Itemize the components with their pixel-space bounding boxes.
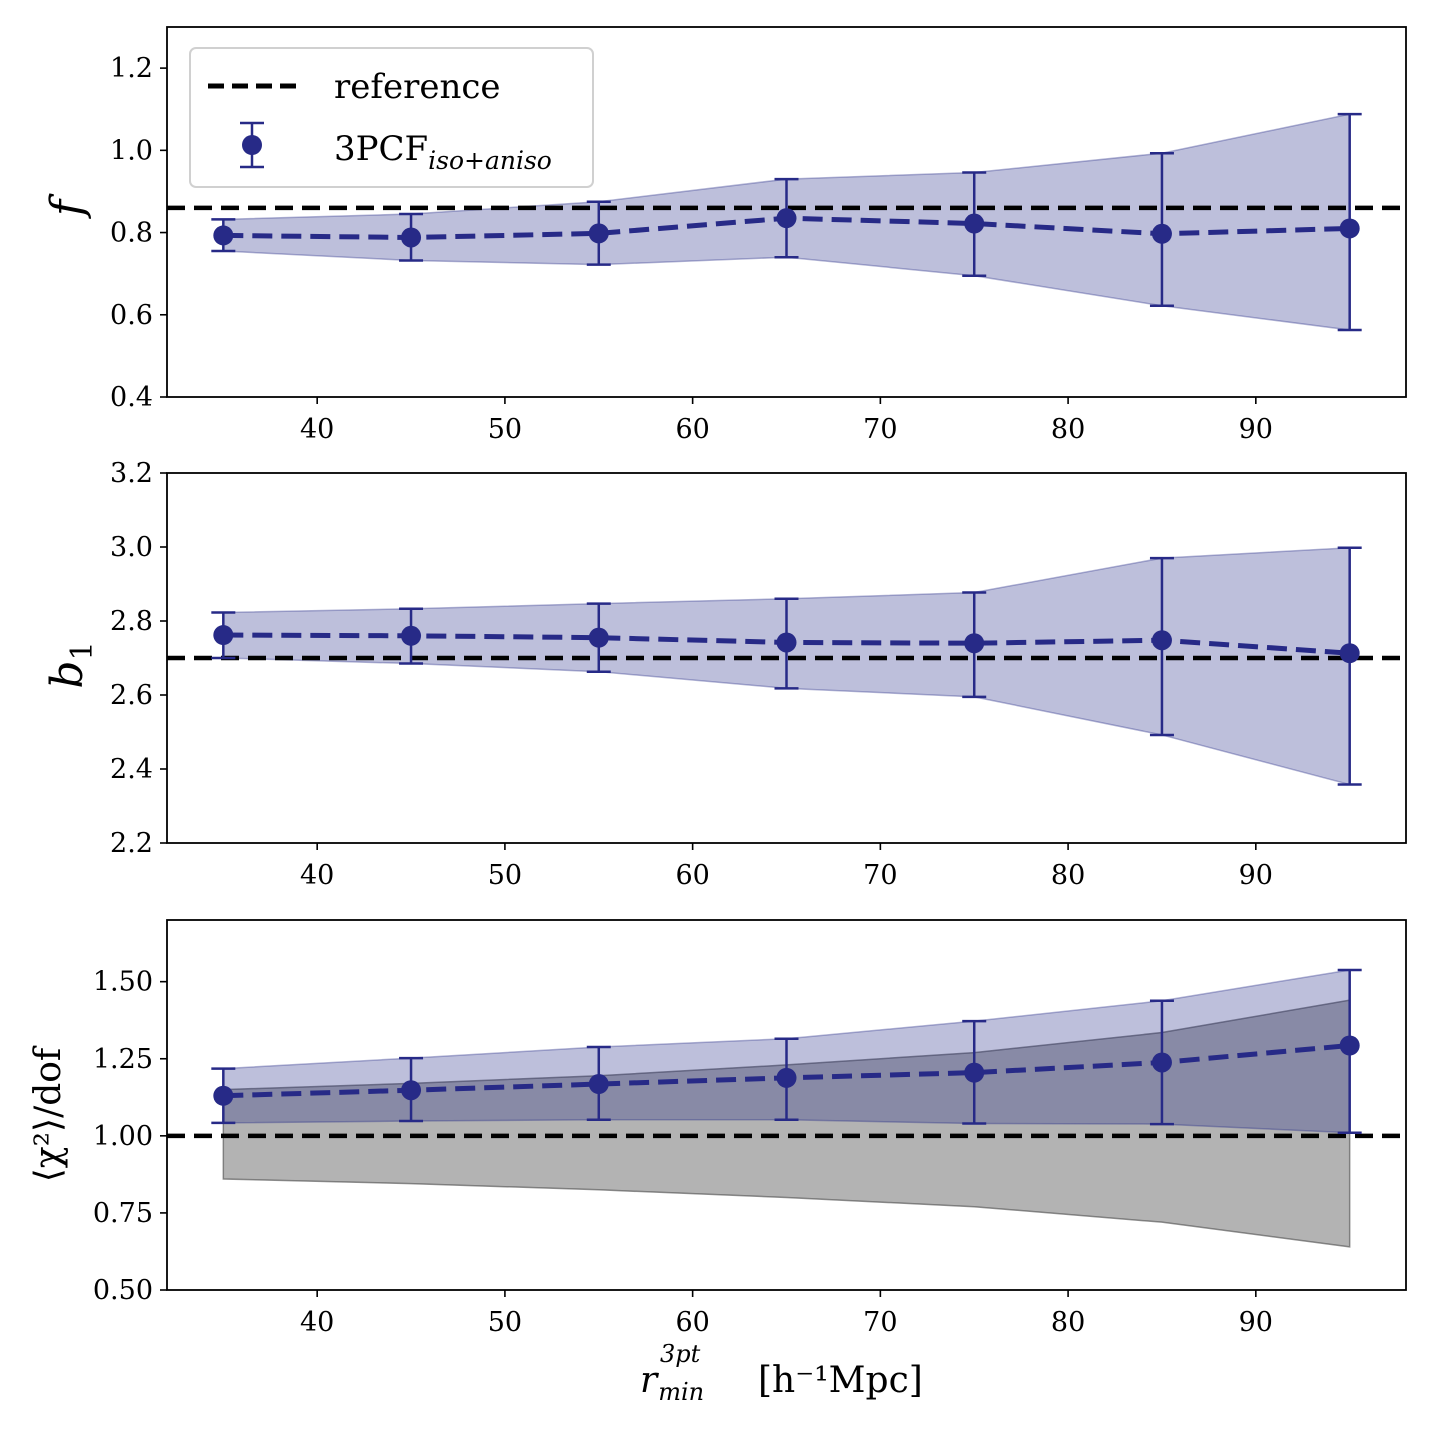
- y-tick-label: 1.0: [110, 135, 153, 166]
- xlabel-sub: min: [658, 1378, 704, 1406]
- data-point: [1151, 1052, 1172, 1073]
- data-point: [213, 1085, 234, 1106]
- axes-frame: [166, 472, 1407, 844]
- legend-series-label: 3PCFiso+aniso: [334, 129, 552, 175]
- x-tick-label: 90: [1239, 860, 1273, 891]
- ylabel-f: f: [42, 193, 93, 219]
- xlabel-main: r: [640, 1360, 659, 1401]
- panel-chi2: 40 50 60 70 80 90 0.50 0.75 1.00 1.25 1.50: [93, 919, 1407, 1338]
- x-tick-label: 70: [863, 1307, 897, 1338]
- x-tick-label: 60: [675, 1307, 709, 1338]
- x-tick-label: 40: [300, 414, 334, 445]
- legend-marker: [242, 135, 262, 155]
- data-point: [401, 227, 422, 248]
- data-point: [1339, 218, 1360, 239]
- y-tick-label: 0.6: [110, 300, 153, 331]
- y-tick-label: 0.75: [93, 1198, 153, 1229]
- x-tick-label: 80: [1051, 1307, 1085, 1338]
- xlabel-sup: 3pt: [660, 1340, 701, 1368]
- y-tick-label: 2.2: [110, 828, 153, 859]
- x-tick-label: 60: [675, 860, 709, 891]
- y-tick-label: 2.4: [110, 754, 153, 785]
- y-tick-label: 3.0: [110, 532, 153, 563]
- legend-series-sub: iso+aniso: [428, 146, 552, 175]
- y-tick-label: 2.6: [110, 680, 153, 711]
- data-point: [1151, 630, 1172, 651]
- data-point: [776, 632, 797, 653]
- x-tick-label: 90: [1239, 1307, 1273, 1338]
- x-tick-label: 50: [488, 860, 522, 891]
- y-tick-label: 0.4: [110, 382, 153, 413]
- axes-frame: [166, 26, 1407, 398]
- ylabel-b1-main: b: [42, 660, 93, 688]
- xlabel: rmin: [640, 1360, 704, 1406]
- panel-f: 40 50 60 70 80 90 0.4 0.6 0.8 1.0 1.2: [110, 26, 1407, 445]
- data-point: [1339, 643, 1360, 664]
- x-tick-label: 50: [488, 1307, 522, 1338]
- expected-chi2-band: [222, 999, 1351, 1248]
- xlabel-units: [h⁻¹Mpc]: [758, 1360, 923, 1401]
- data-point: [964, 633, 985, 654]
- legend: reference 3PCFiso+aniso: [189, 47, 594, 188]
- data-point: [964, 1062, 985, 1083]
- x-tick-label: 40: [300, 1307, 334, 1338]
- x-tick-label: 90: [1239, 414, 1273, 445]
- y-tick-label: 1.2: [110, 53, 153, 84]
- y-tick-label: 1.50: [93, 967, 153, 998]
- data-point: [213, 625, 234, 646]
- x-tick-label: 70: [863, 860, 897, 891]
- data-point: [588, 1074, 609, 1095]
- legend-box: [189, 47, 594, 188]
- data-point: [401, 625, 422, 646]
- x-tick-label: 80: [1051, 860, 1085, 891]
- data-point: [1339, 1035, 1360, 1056]
- x-tick-label: 80: [1051, 414, 1085, 445]
- data-point: [588, 223, 609, 244]
- ylabel-b1-sub: 1: [65, 641, 100, 660]
- data-point: [588, 627, 609, 648]
- x-tick-label: 50: [488, 414, 522, 445]
- data-point: [213, 225, 234, 246]
- data-point: [1151, 223, 1172, 244]
- data-point: [964, 213, 985, 234]
- y-tick-label: 0.50: [93, 1275, 153, 1306]
- ylabel-chi2: ⟨χ²⟩/dof: [28, 1045, 69, 1182]
- ylabel-b1: b1: [42, 641, 100, 688]
- y-tick-label: 0.8: [110, 218, 153, 249]
- y-tick-label: 1.25: [93, 1044, 153, 1075]
- data-point: [776, 208, 797, 229]
- y-tick-label: 3.2: [110, 458, 153, 489]
- panel-b1: 40 50 60 70 80 90 2.2 2.4 2.6 2.8 3.0 3.2: [110, 458, 1407, 891]
- axes-frame: [166, 919, 1407, 1291]
- data-point: [776, 1067, 797, 1088]
- legend-reference-label: reference: [334, 67, 501, 107]
- data-point: [401, 1080, 422, 1101]
- y-tick-label: 2.8: [110, 606, 153, 637]
- x-tick-label: 60: [675, 414, 709, 445]
- y-tick-label: 1.00: [93, 1121, 153, 1152]
- legend-series-main: 3PCF: [334, 129, 428, 169]
- x-tick-label: 40: [300, 860, 334, 891]
- x-tick-label: 70: [863, 414, 897, 445]
